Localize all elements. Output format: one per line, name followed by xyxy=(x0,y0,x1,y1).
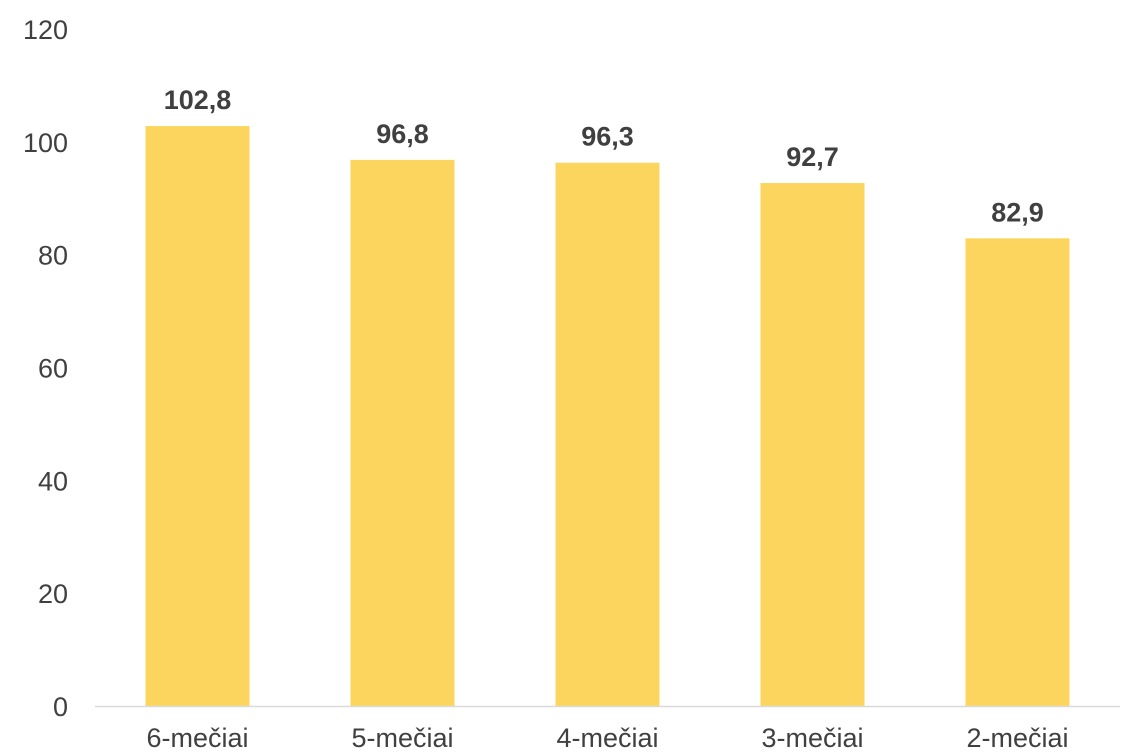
y-tick-label: 100 xyxy=(23,128,68,158)
y-tick-label: 120 xyxy=(23,15,68,45)
bar xyxy=(965,238,1070,706)
data-label: 92,7 xyxy=(786,142,839,172)
data-label: 82,9 xyxy=(991,197,1044,227)
y-axis-ticks: 0 20 40 60 80 100 120 xyxy=(23,15,68,722)
y-tick-label: 80 xyxy=(38,241,68,271)
bar xyxy=(555,162,660,706)
bar xyxy=(145,126,250,706)
y-tick-label: 20 xyxy=(38,579,68,609)
x-tick-label: 4-mečiai xyxy=(556,723,658,753)
data-label: 96,8 xyxy=(376,119,429,149)
data-label: 102,8 xyxy=(164,85,232,115)
y-tick-label: 0 xyxy=(53,692,68,722)
data-label: 96,3 xyxy=(581,122,634,152)
x-tick-label: 5-mečiai xyxy=(351,723,453,753)
bar xyxy=(350,159,455,707)
bar xyxy=(760,183,865,706)
y-tick-label: 60 xyxy=(38,354,68,384)
x-tick-label: 6-mečiai xyxy=(146,723,248,753)
bars xyxy=(145,126,1070,707)
y-tick-label: 40 xyxy=(38,466,68,496)
data-labels: 102,8 96,8 96,3 92,7 82,9 xyxy=(164,85,1044,227)
x-axis-ticks: 6-mečiai 5-mečiai 4-mečiai 3-mečiai 2-mečiai xyxy=(146,723,1068,753)
x-tick-label: 3-mečiai xyxy=(761,723,863,753)
x-tick-label: 2-mečiai xyxy=(966,723,1068,753)
